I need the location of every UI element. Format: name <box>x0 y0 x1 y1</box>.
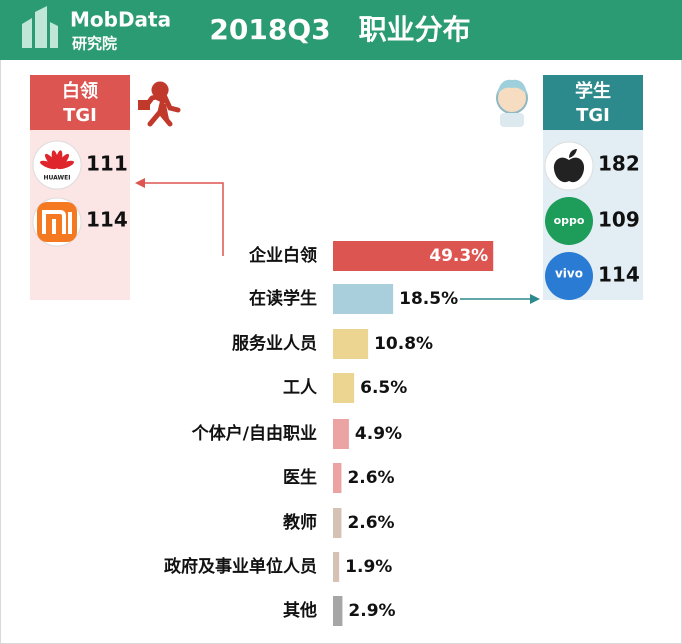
arrow-head <box>135 178 145 188</box>
category-label: 企业白领 <box>248 245 317 266</box>
category-label: 服务业人员 <box>232 333 317 354</box>
bar <box>333 596 343 626</box>
bar <box>333 284 394 314</box>
category-label: 政府及事业单位人员 <box>164 556 317 577</box>
logo-sub: 研究院 <box>72 35 117 53</box>
bar <box>333 463 342 493</box>
value-label: 2.6% <box>347 468 394 488</box>
arrow-line <box>140 182 224 256</box>
brand-logo-text: vivo <box>555 267 583 281</box>
header-band <box>0 0 682 60</box>
student-body <box>500 113 524 127</box>
category-label: 工人 <box>283 378 318 398</box>
tgi-value: 114 <box>86 208 128 232</box>
value-label: 10.8% <box>374 334 433 354</box>
value-label: 1.9% <box>345 557 392 577</box>
mi-glyph <box>42 210 72 234</box>
category-label: 其他 <box>283 600 317 621</box>
student-hair <box>497 79 527 95</box>
value-label: 18.5% <box>399 289 458 309</box>
category-label: 个体户/自由职业 <box>191 423 317 444</box>
logo-petal <box>56 160 74 170</box>
tgi-value: 114 <box>598 263 640 287</box>
logo-petal <box>40 160 58 170</box>
panel-head <box>30 75 130 130</box>
value-label: 49.3% <box>429 246 488 266</box>
runner-icon <box>143 81 181 127</box>
bar <box>333 373 355 403</box>
apple-glyph <box>553 149 585 183</box>
arrow-head <box>530 294 540 304</box>
brand-logo <box>545 252 593 300</box>
bar <box>333 552 340 582</box>
bar <box>333 419 349 449</box>
panel-title: 白领 <box>62 80 98 102</box>
panel-head <box>543 75 643 130</box>
panel-subtitle: TGI <box>63 105 97 126</box>
brand-logo <box>545 197 593 245</box>
value-label: 4.9% <box>355 424 402 444</box>
logo-text: MobData <box>70 8 171 32</box>
bar <box>333 329 369 359</box>
bar <box>333 508 342 538</box>
value-label: 6.5% <box>360 378 407 398</box>
panel-title: 学生 <box>575 80 611 102</box>
tgi-value: 111 <box>86 152 128 176</box>
tgi-value: 109 <box>598 208 640 232</box>
bar <box>333 241 494 271</box>
brand-logo-text: oppo <box>554 214 585 227</box>
brand-logo-text: HUAWEI <box>43 175 70 182</box>
value-label: 2.9% <box>348 601 395 621</box>
page-title: 2018Q3 职业分布 <box>209 13 470 46</box>
tgi-value: 182 <box>598 152 640 176</box>
panel-subtitle: TGI <box>576 105 610 126</box>
value-label: 2.6% <box>347 513 394 533</box>
category-label: 在读学生 <box>249 288 317 309</box>
category-label: 教师 <box>282 512 317 533</box>
logo-icon <box>22 6 58 48</box>
category-label: 医生 <box>283 467 317 488</box>
briefcase-icon <box>138 100 150 110</box>
